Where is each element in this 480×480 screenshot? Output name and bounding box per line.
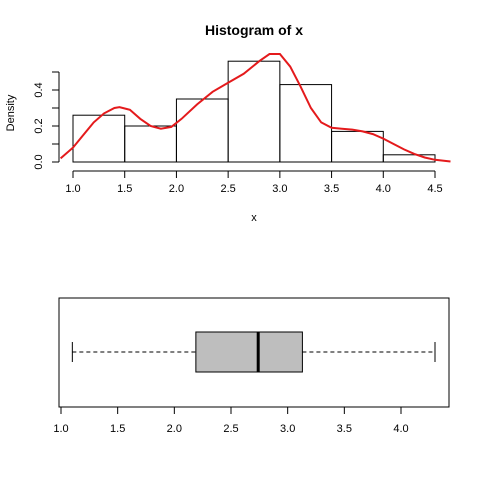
boxplot-x-tick-label-7: 4.0 xyxy=(393,423,408,435)
boxplot-x-axis: 1.0 1.5 2.0 2.5 3.0 3.5 4.0 xyxy=(53,406,409,435)
histogram-x-tick-label-4: 2.5 xyxy=(220,183,235,195)
histogram-y-tick-label-2: 0.2 xyxy=(33,118,45,133)
histogram-panel: Histogram of x x Density 1.0 1.5 2.0 2.5 3.0… xyxy=(5,22,451,224)
histogram-y-tick-label-1: 0.0 xyxy=(33,154,45,169)
boxplot-x-tick-label-5: 3.0 xyxy=(280,423,295,435)
histogram-bar-4 xyxy=(227,60,281,163)
histogram-x-tick-label-6: 3.5 xyxy=(324,183,339,195)
boxplot-x-tick-label-4: 2.5 xyxy=(223,423,238,435)
histogram-bars xyxy=(72,60,436,163)
histogram-bar-5 xyxy=(279,84,333,163)
boxplot-box xyxy=(195,331,303,373)
histogram-x-tick-label-5: 3.0 xyxy=(272,183,287,195)
histogram-x-tick-label-1: 1.0 xyxy=(65,183,80,195)
boxplot-x-tick-label-2: 1.5 xyxy=(110,423,125,435)
boxplot-panel: 1.0 1.5 2.0 2.5 3.0 3.5 4.0 xyxy=(53,297,450,435)
histogram-title: Histogram of x xyxy=(205,22,303,38)
histogram-y-axis-label: Density xyxy=(5,94,17,131)
histogram-x-tick-label-2: 1.5 xyxy=(117,183,132,195)
histogram-y-tick-label-3: 0.4 xyxy=(33,82,45,97)
histogram-x-axis-label: x xyxy=(251,212,257,224)
boxplot-x-tick-label-6: 3.5 xyxy=(337,423,352,435)
histogram-x-tick-label-7: 4.0 xyxy=(376,183,391,195)
boxplot-x-tick-label-1: 1.0 xyxy=(53,423,68,435)
histogram-bar-7 xyxy=(382,154,436,163)
density-curve xyxy=(59,53,451,163)
histogram-x-tick-label-8: 4.5 xyxy=(427,183,442,195)
histogram-bar-2 xyxy=(124,125,177,163)
histogram-x-axis: 1.0 1.5 2.0 2.5 3.0 3.5 4.0 4.5 xyxy=(65,170,443,195)
histogram-x-tick-label-3: 2.0 xyxy=(169,183,184,195)
boxplot xyxy=(71,331,436,373)
boxplot-x-tick-label-3: 2.0 xyxy=(167,423,182,435)
histogram-bar-3 xyxy=(175,98,229,163)
histogram-y-axis: 0.0 0.2 0.4 xyxy=(33,71,60,170)
